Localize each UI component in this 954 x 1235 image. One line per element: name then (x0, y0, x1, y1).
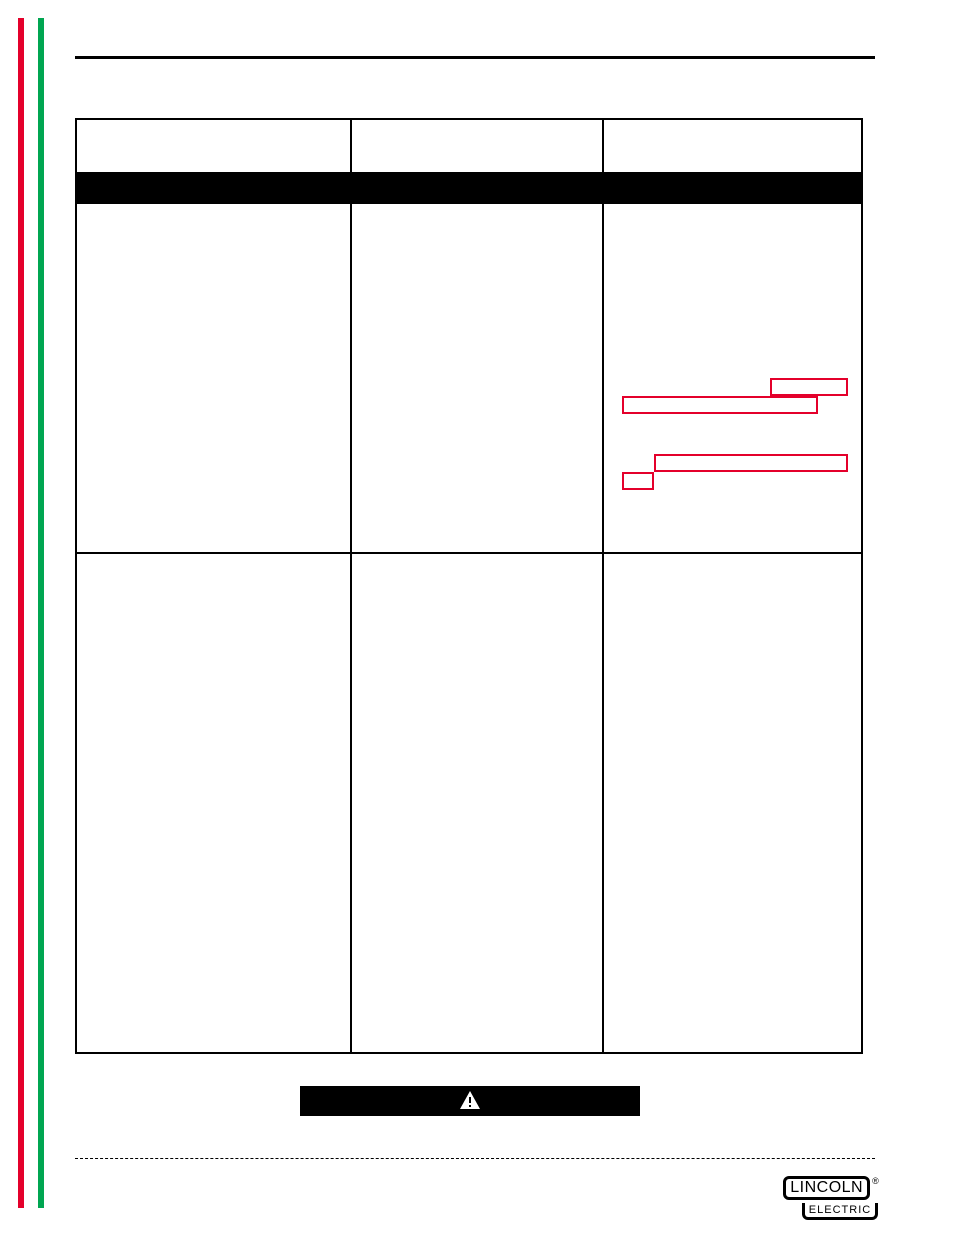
table-cell (351, 203, 603, 553)
table-cell (603, 553, 862, 1053)
table-header-cell (351, 119, 603, 173)
logo-top-text: LINCOLN (783, 1176, 870, 1200)
table-row (76, 203, 862, 553)
red-callout-box (770, 378, 848, 396)
logo-registered-mark: ® (872, 1176, 879, 1186)
red-callout-box (622, 396, 818, 414)
table-header-cell (603, 119, 862, 173)
table-cell (351, 553, 603, 1053)
table-section-band (76, 173, 862, 203)
table-header-row (76, 119, 862, 173)
warning-triangle-icon (458, 1089, 482, 1113)
logo-brand: LINCOLN (790, 1179, 863, 1196)
table-header-cell (76, 119, 351, 173)
lincoln-electric-logo: LINCOLN ® ELECTRIC (783, 1176, 879, 1220)
dashed-divider (75, 1158, 875, 1159)
table-cell (76, 553, 351, 1053)
left-stripe-red (18, 18, 24, 1208)
troubleshooting-table (75, 118, 863, 1054)
red-callout-box (622, 472, 654, 490)
red-callout-box (654, 454, 848, 472)
caution-bar (300, 1086, 640, 1116)
table-cell (76, 203, 351, 553)
table-row (76, 553, 862, 1053)
left-stripe-green (38, 18, 44, 1208)
top-horizontal-rule (75, 56, 875, 59)
logo-bottom-text: ELECTRIC (802, 1203, 878, 1220)
